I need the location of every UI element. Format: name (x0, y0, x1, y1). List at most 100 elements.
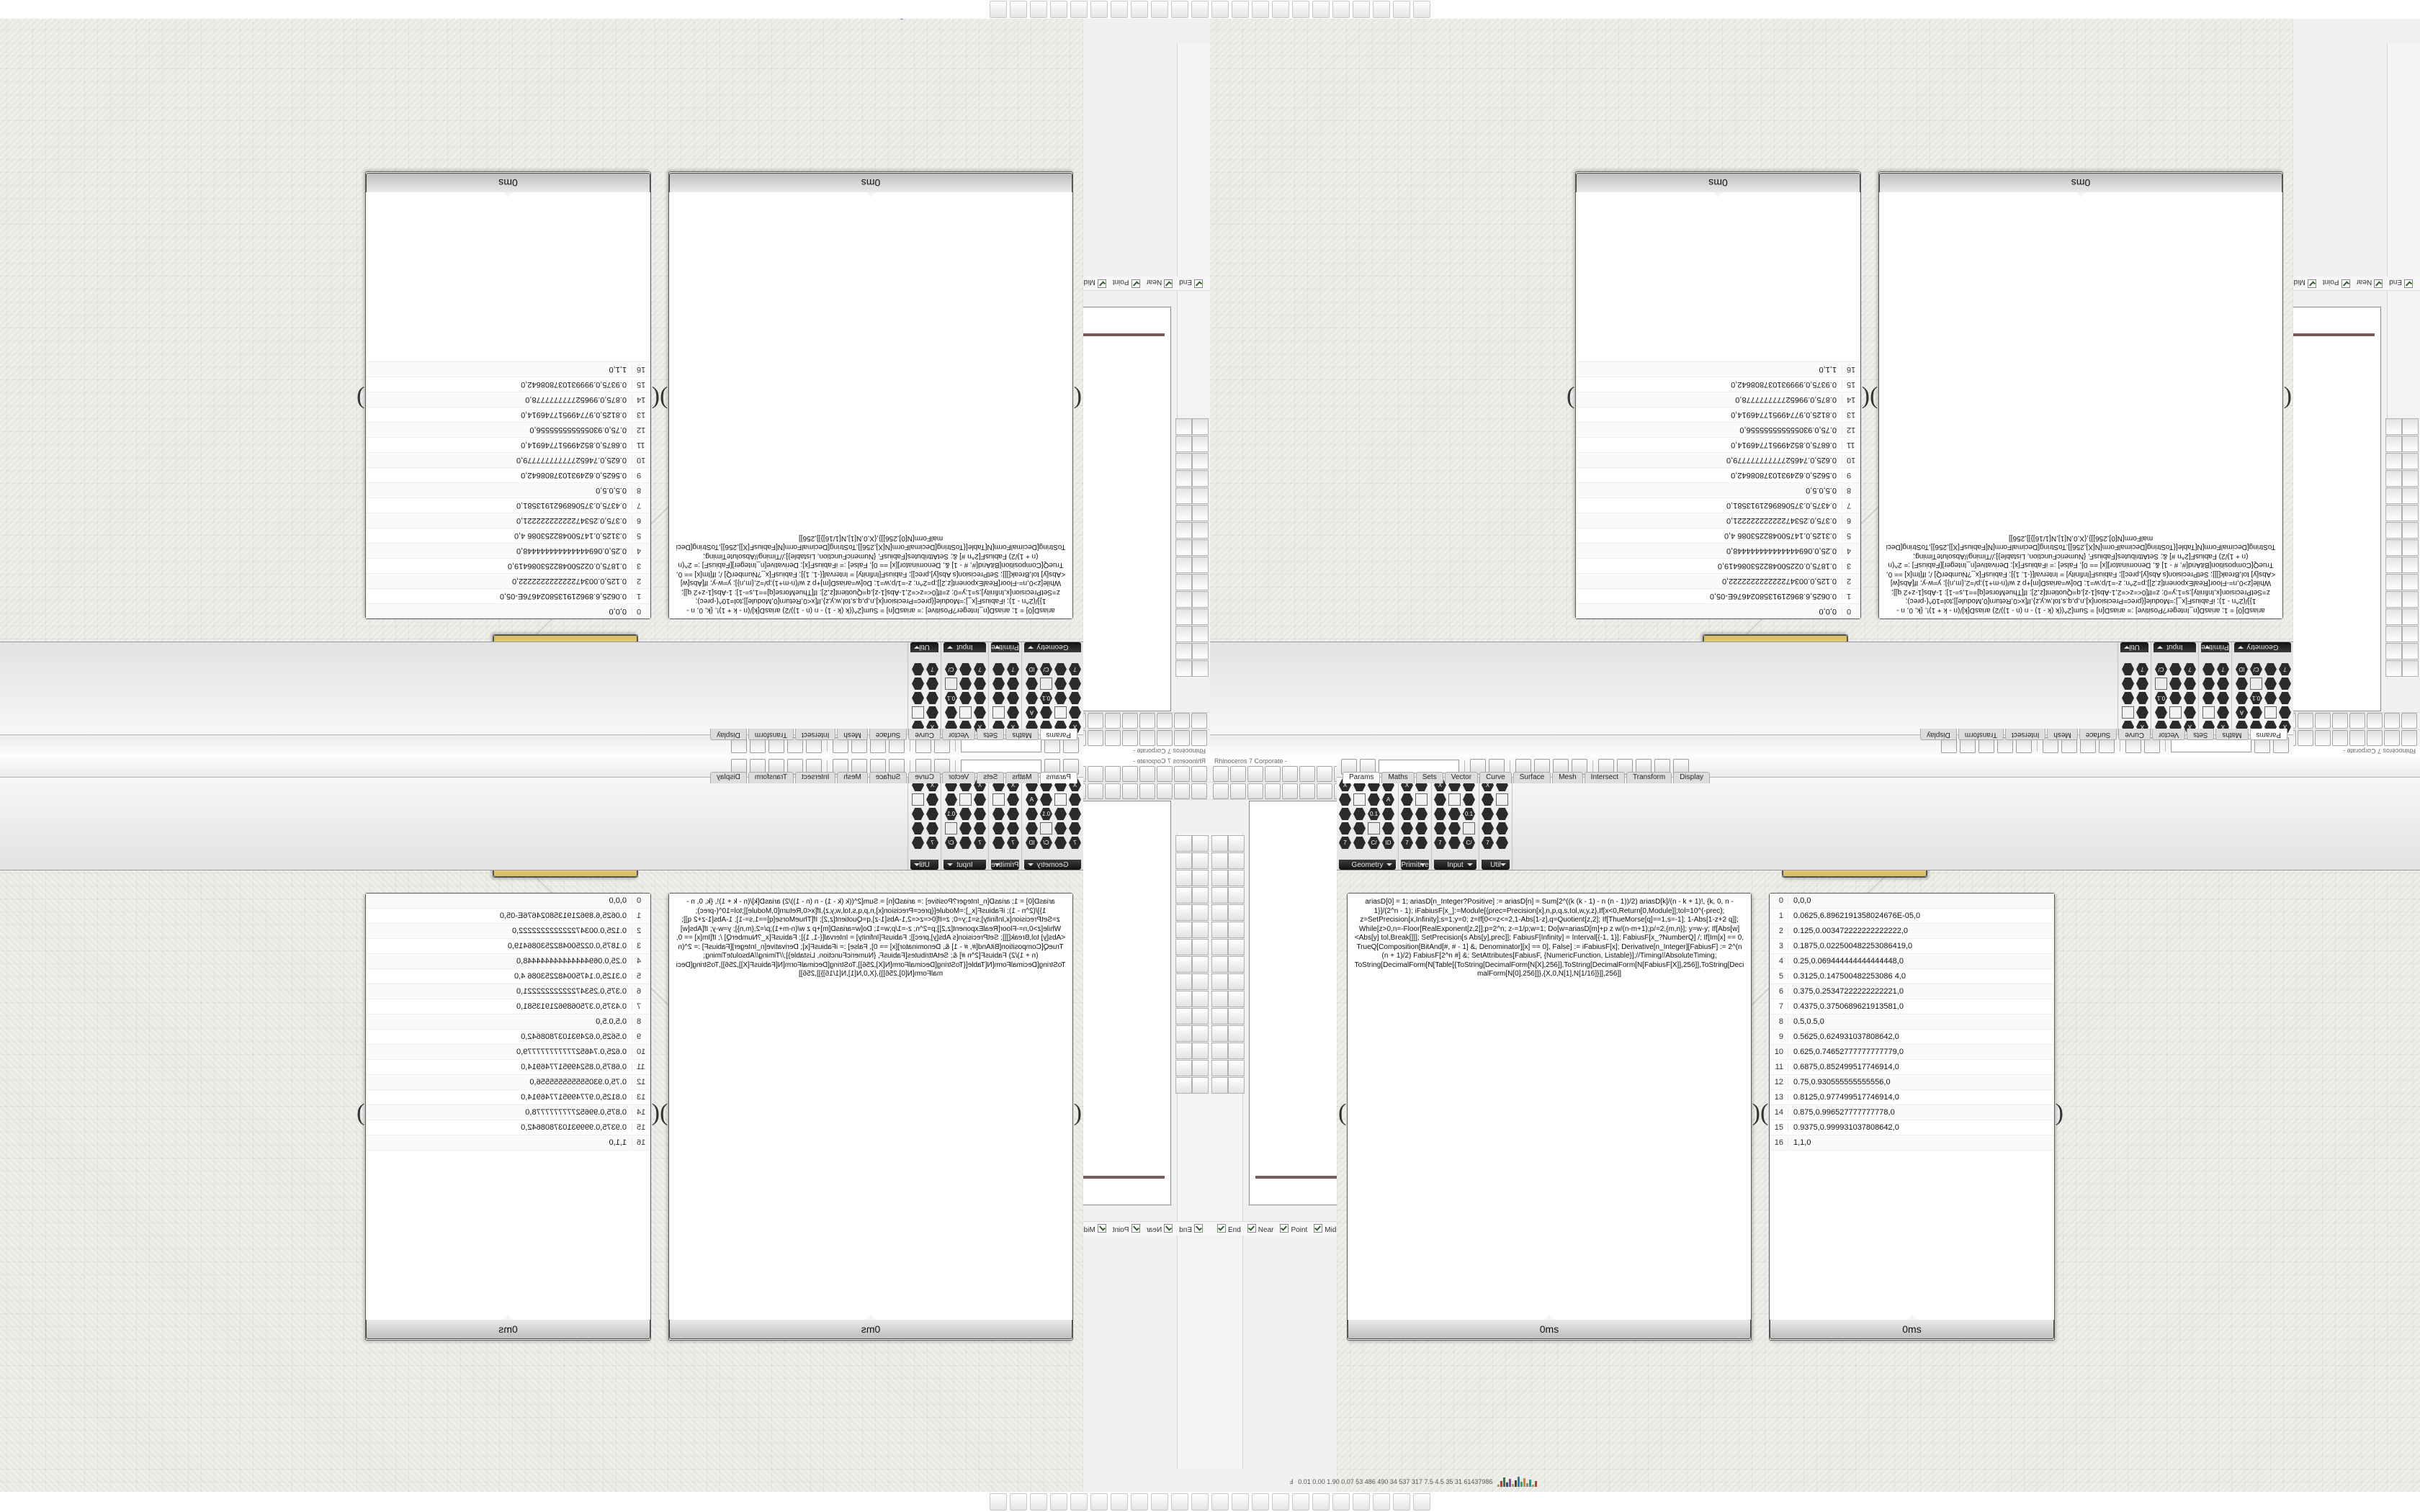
gh-component[interactable] (1353, 793, 1367, 807)
gh-tab-mesh[interactable]: Mesh (837, 772, 868, 783)
gh-tab-surface[interactable]: Surface (1512, 772, 1551, 783)
gh-component[interactable] (944, 705, 957, 719)
gh-component[interactable]: A (1024, 793, 1038, 807)
toolbar-icon[interactable] (2298, 730, 2313, 747)
gh-component[interactable] (2182, 676, 2196, 690)
toolbar-icon[interactable] (1171, 1, 1188, 18)
toolbar-icon[interactable] (2332, 713, 2348, 729)
gh-group-label[interactable]: Input (944, 642, 986, 652)
gh-component[interactable] (944, 676, 957, 690)
toolbar-icon[interactable] (1213, 783, 1229, 799)
gh-component[interactable] (1005, 793, 1019, 807)
gh-tab-vector[interactable]: Vector (1444, 772, 1479, 783)
toolbar-icon[interactable] (1175, 1025, 1192, 1042)
gh-component[interactable]: ID (1024, 837, 1038, 850)
toolbar-icon[interactable] (1175, 1043, 1192, 1059)
grasshopper-tab-bar[interactable]: Params Maths Sets Vector Curve Surface Mesh Int… (0, 772, 1083, 783)
toolbar-icon[interactable] (2385, 453, 2402, 469)
toolbar-icon[interactable] (1211, 939, 1228, 955)
toolbar-icon[interactable] (1050, 1, 1067, 18)
gh-group-primitive[interactable]: X 7 Primitive (1399, 778, 1432, 870)
gh-tab-surface[interactable]: Surface (2079, 729, 2118, 740)
gh-tab-surface[interactable]: Surface (869, 772, 908, 783)
toolbar-icon[interactable] (1211, 973, 1228, 990)
toolbar-icon[interactable] (1192, 922, 1209, 938)
gh-component[interactable] (972, 676, 986, 690)
toolbar-icon[interactable] (1211, 887, 1228, 904)
toolbar-icon[interactable] (1175, 835, 1192, 852)
gh-group-geometry[interactable]: X 7 0.1 C/A ID Geometry (2231, 642, 2293, 734)
gh-component[interactable] (1024, 676, 1038, 690)
gh-tab-display[interactable]: Display (1673, 772, 1711, 783)
code-panel[interactable]: ( ) ariasD[0] = 1; ariasD[n_Integer?Posi… (660, 893, 1082, 1341)
toolbar-icon[interactable] (2402, 626, 2419, 642)
toolbar-icon[interactable] (1191, 1, 1209, 18)
gh-component[interactable] (1434, 808, 1448, 822)
code-panel[interactable]: ( ) ariasD[0] = 1; ariasD[n_Integer?Posi… (1338, 893, 1760, 1341)
toolbar-icon[interactable] (1211, 1043, 1228, 1059)
gh-tab-sets[interactable]: Sets (977, 729, 1005, 740)
toolbar-icon[interactable] (1111, 1493, 1128, 1511)
gh-component[interactable] (1448, 822, 1462, 836)
gh-component[interactable] (910, 690, 924, 704)
toolbar-icon[interactable] (1191, 730, 1207, 747)
toolbar-icon[interactable] (1175, 973, 1192, 990)
gh-tab-display[interactable]: Display (1919, 729, 1957, 740)
gh-component[interactable] (991, 662, 1005, 675)
gh-group-label[interactable]: Input (2154, 642, 2196, 652)
gh-component[interactable] (1067, 822, 1081, 836)
toolbar-icon[interactable] (1175, 436, 1192, 452)
osnap-near[interactable]: Near (1147, 279, 1173, 289)
toolbar-icon[interactable] (1105, 713, 1121, 729)
gh-component[interactable] (2120, 690, 2134, 704)
gh-component[interactable] (2182, 690, 2196, 704)
gh-component[interactable] (925, 793, 938, 807)
toolbar-icon[interactable] (1175, 487, 1192, 504)
gh-tab-display[interactable]: Display (709, 729, 747, 740)
gh-group-util[interactable]: X 7 Util (1479, 778, 1512, 870)
toolbar-icon[interactable] (1122, 765, 1138, 782)
toolbar-icon[interactable] (1282, 765, 1298, 782)
grasshopper-ribbon[interactable]: X 7 0.1 C/A ID Geometry X 7 Primitive X 7 0.1 C/Inpu… (1210, 642, 2293, 734)
toolbar-icon[interactable] (1088, 783, 1103, 799)
toolbar-icon[interactable] (1175, 557, 1192, 573)
toolbar-icon[interactable] (1175, 626, 1192, 642)
gh-tab-params[interactable]: Params (2249, 729, 2287, 740)
toolbar-icon[interactable] (1122, 730, 1138, 747)
toolbar-icon[interactable] (1122, 713, 1138, 729)
gh-component[interactable] (991, 676, 1005, 690)
toolbar-icon[interactable] (1211, 1060, 1228, 1076)
toolbar-icon[interactable] (1353, 1, 1370, 18)
gh-component[interactable] (972, 705, 986, 719)
toolbar-icon[interactable] (1211, 1008, 1228, 1025)
osnap-near[interactable]: Near (2357, 279, 2383, 289)
gh-component[interactable] (991, 705, 1005, 719)
gh-group-label[interactable]: Util (910, 642, 938, 652)
toolbar-icon[interactable] (1192, 870, 1209, 886)
gh-tab-intersect[interactable]: Intersect (794, 729, 836, 740)
gh-component[interactable] (910, 793, 924, 807)
gh-component[interactable] (944, 793, 957, 807)
toolbar-icon[interactable] (2385, 557, 2402, 573)
gh-component[interactable] (1053, 822, 1067, 836)
toolbar-icon[interactable] (1191, 713, 1207, 729)
gh-component[interactable] (1415, 822, 1429, 836)
gh-component[interactable] (2120, 705, 2134, 719)
toolbar-icon[interactable] (2402, 487, 2419, 504)
toolbar-icon[interactable] (2385, 505, 2402, 521)
toolbar-icon[interactable] (1211, 1025, 1228, 1042)
toolbar-icon[interactable] (1228, 956, 1245, 973)
gh-component[interactable] (1067, 676, 1081, 690)
gh-component[interactable] (991, 822, 1005, 836)
gh-component[interactable] (1496, 808, 1510, 822)
gh-component[interactable] (2135, 676, 2148, 690)
gh-component[interactable] (991, 793, 1005, 807)
gh-component[interactable] (1401, 793, 1415, 807)
gh-component[interactable] (1482, 808, 1495, 822)
gh-component[interactable]: C/ (2154, 662, 2167, 675)
osnap-end[interactable]: End (2389, 279, 2413, 289)
toolbar-icon[interactable] (1192, 991, 1209, 1007)
toolbar-icon[interactable] (2349, 730, 2365, 747)
gh-component[interactable] (2234, 676, 2248, 690)
toolbar-icon[interactable] (1211, 1493, 1229, 1511)
